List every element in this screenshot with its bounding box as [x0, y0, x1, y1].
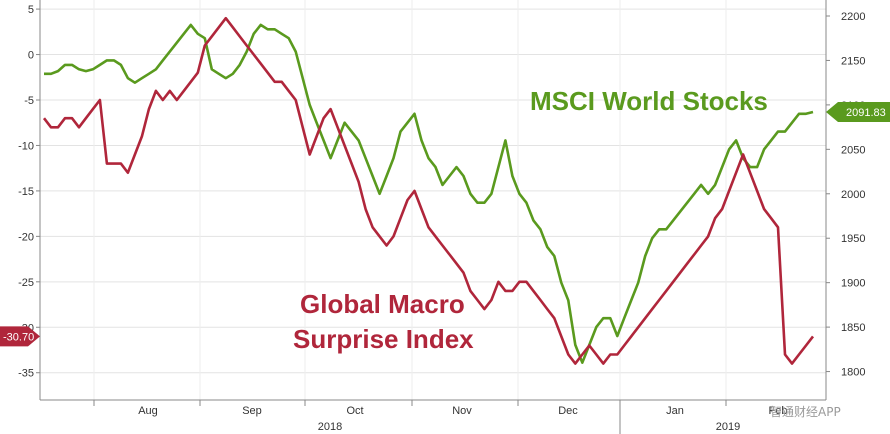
year-label: 2018 [318, 421, 342, 433]
axes [39, 0, 827, 401]
gmsi-last-value: -30.70 [3, 331, 34, 343]
left-tick-label: 5 [28, 4, 34, 16]
left-axis-ticks: 50-5-10-15-20-25-30-35 [18, 4, 40, 380]
left-tick-label: -15 [18, 186, 34, 198]
right-axis-ticks: 220021502100205020001950190018501800 [826, 11, 865, 379]
msci-series-label: MSCI World Stocks [530, 86, 768, 116]
right-tick-label: 2200 [841, 11, 865, 23]
global-macro-surprise-line [42, 16, 815, 365]
left-tick-label: 0 [28, 50, 34, 62]
year-label: 2019 [716, 421, 740, 433]
left-tick-label: -35 [18, 368, 34, 380]
series-layer [42, 16, 815, 365]
right-tick-label: 1950 [841, 233, 865, 245]
x-tick-label: Feb [769, 405, 788, 417]
msci-world-stocks-line [44, 23, 814, 365]
gmsi-series-label-line2: Surprise Index [293, 324, 474, 354]
right-tick-label: 2150 [841, 55, 865, 67]
left-tick-label: -20 [18, 231, 34, 243]
right-tick-label: 2000 [841, 189, 865, 201]
msci-last-value: 2091.83 [846, 107, 886, 119]
gmsi-series-label-line1: Global Macro [300, 289, 465, 319]
msci-last-value-badge: 2091.83 [826, 102, 890, 122]
watermark-text: 智通财经APP [770, 404, 841, 419]
right-tick-label: 2050 [841, 144, 865, 156]
x-tick-label: Jan [666, 405, 684, 417]
x-axis-ticks: Aug Sep Oct Nov Dec Jan Feb 2018 2019 [93, 400, 788, 434]
x-tick-label: Dec [558, 405, 578, 417]
last-value-badges: 2091.83 -30.70 [0, 102, 890, 347]
x-tick-label: Sep [242, 405, 262, 417]
left-tick-label: -5 [24, 95, 34, 107]
right-tick-label: 1800 [841, 367, 865, 379]
left-tick-label: -25 [18, 277, 34, 289]
right-tick-label: 1900 [841, 278, 865, 290]
gmsi-last-value-badge: -30.70 [0, 326, 40, 347]
left-tick-label: -10 [18, 140, 34, 152]
x-tick-label: Oct [346, 405, 363, 417]
right-tick-label: 1850 [841, 322, 865, 334]
x-tick-label: Aug [138, 405, 158, 417]
x-tick-label: Nov [452, 405, 472, 417]
